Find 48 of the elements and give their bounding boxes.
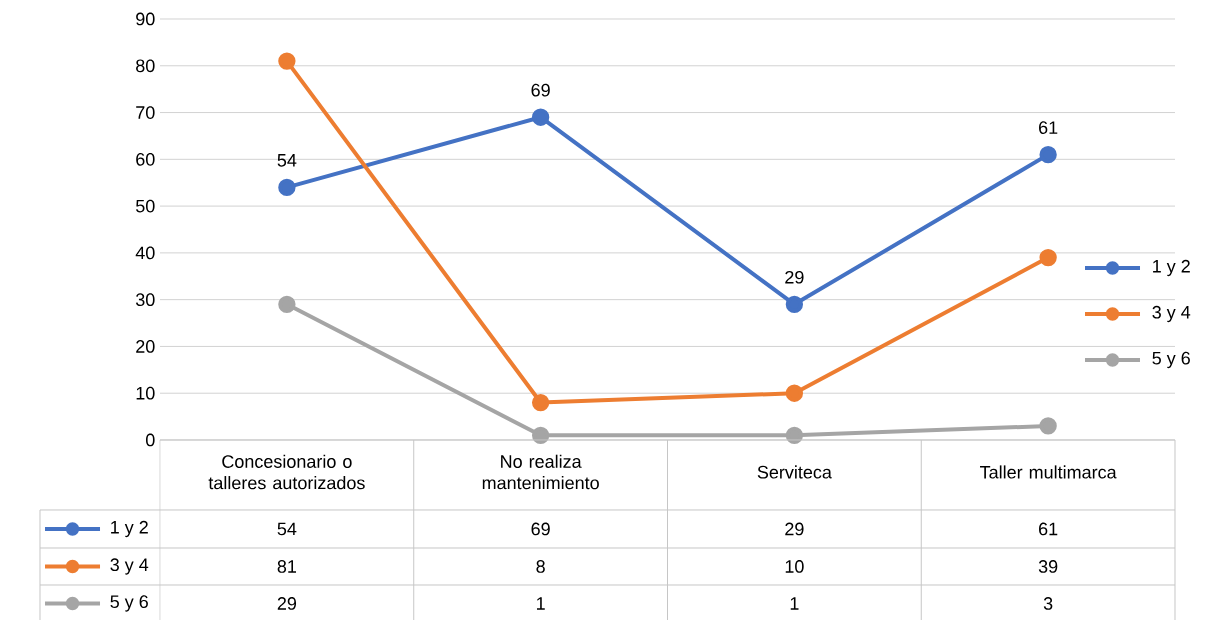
y-tick-label: 50 xyxy=(135,199,155,213)
point xyxy=(278,52,296,70)
point xyxy=(1039,417,1057,435)
text: 1 y 2 xyxy=(111,520,148,538)
text: 54 xyxy=(277,154,297,167)
x-tick-label: No realiza mantenimiento xyxy=(482,454,599,490)
y-tick-label: 40 xyxy=(135,246,155,260)
x-tick-label: Concesionario o talleres autorizados xyxy=(208,454,365,490)
point xyxy=(278,178,296,197)
y-tick-label: 60 xyxy=(136,152,155,166)
y-tick-label: 10 xyxy=(136,386,155,400)
text: 5 y 6 xyxy=(110,595,148,612)
y-tick-label: 90 xyxy=(136,12,155,26)
y-tick-label: 80 xyxy=(136,59,155,73)
text: 3 y 4 xyxy=(110,558,149,575)
point xyxy=(531,393,550,412)
text: 29 xyxy=(785,270,804,284)
data-label: 81 xyxy=(277,560,297,573)
text: 61 xyxy=(1039,121,1058,134)
point xyxy=(278,295,296,313)
y-tick-label: 70 xyxy=(136,106,155,119)
legend-label: 3 y 4 xyxy=(1152,305,1191,323)
legend-label: 5 y 6 xyxy=(1152,351,1190,369)
y-tick-label: 20 xyxy=(136,340,155,353)
data-label: 3 xyxy=(1043,597,1053,610)
x-tick-label: Serviteca xyxy=(757,465,832,479)
data-label: 29 xyxy=(785,522,804,536)
point xyxy=(1039,248,1057,267)
y-tick-label: 30 xyxy=(135,293,155,307)
point xyxy=(531,426,550,444)
data-label: 29 xyxy=(277,597,297,610)
data-label: 39 xyxy=(1038,560,1058,573)
x-tick-label: Taller multimarca xyxy=(980,465,1117,479)
data-label: 10 xyxy=(785,560,804,573)
point xyxy=(785,384,804,402)
point xyxy=(785,426,804,444)
data-label: 61 xyxy=(1039,522,1058,536)
data-label: 69 xyxy=(531,522,550,536)
data-label: 1 xyxy=(790,597,799,610)
data-label: 8 xyxy=(536,560,545,573)
point xyxy=(1039,145,1057,164)
point xyxy=(531,108,550,126)
text: 69 xyxy=(531,83,550,97)
data-label: 1 xyxy=(537,597,545,610)
data-label: 54 xyxy=(277,522,297,536)
point xyxy=(785,295,804,313)
legend-label: 1 y 2 xyxy=(1153,259,1190,277)
y-tick-label: 0 xyxy=(146,433,155,447)
